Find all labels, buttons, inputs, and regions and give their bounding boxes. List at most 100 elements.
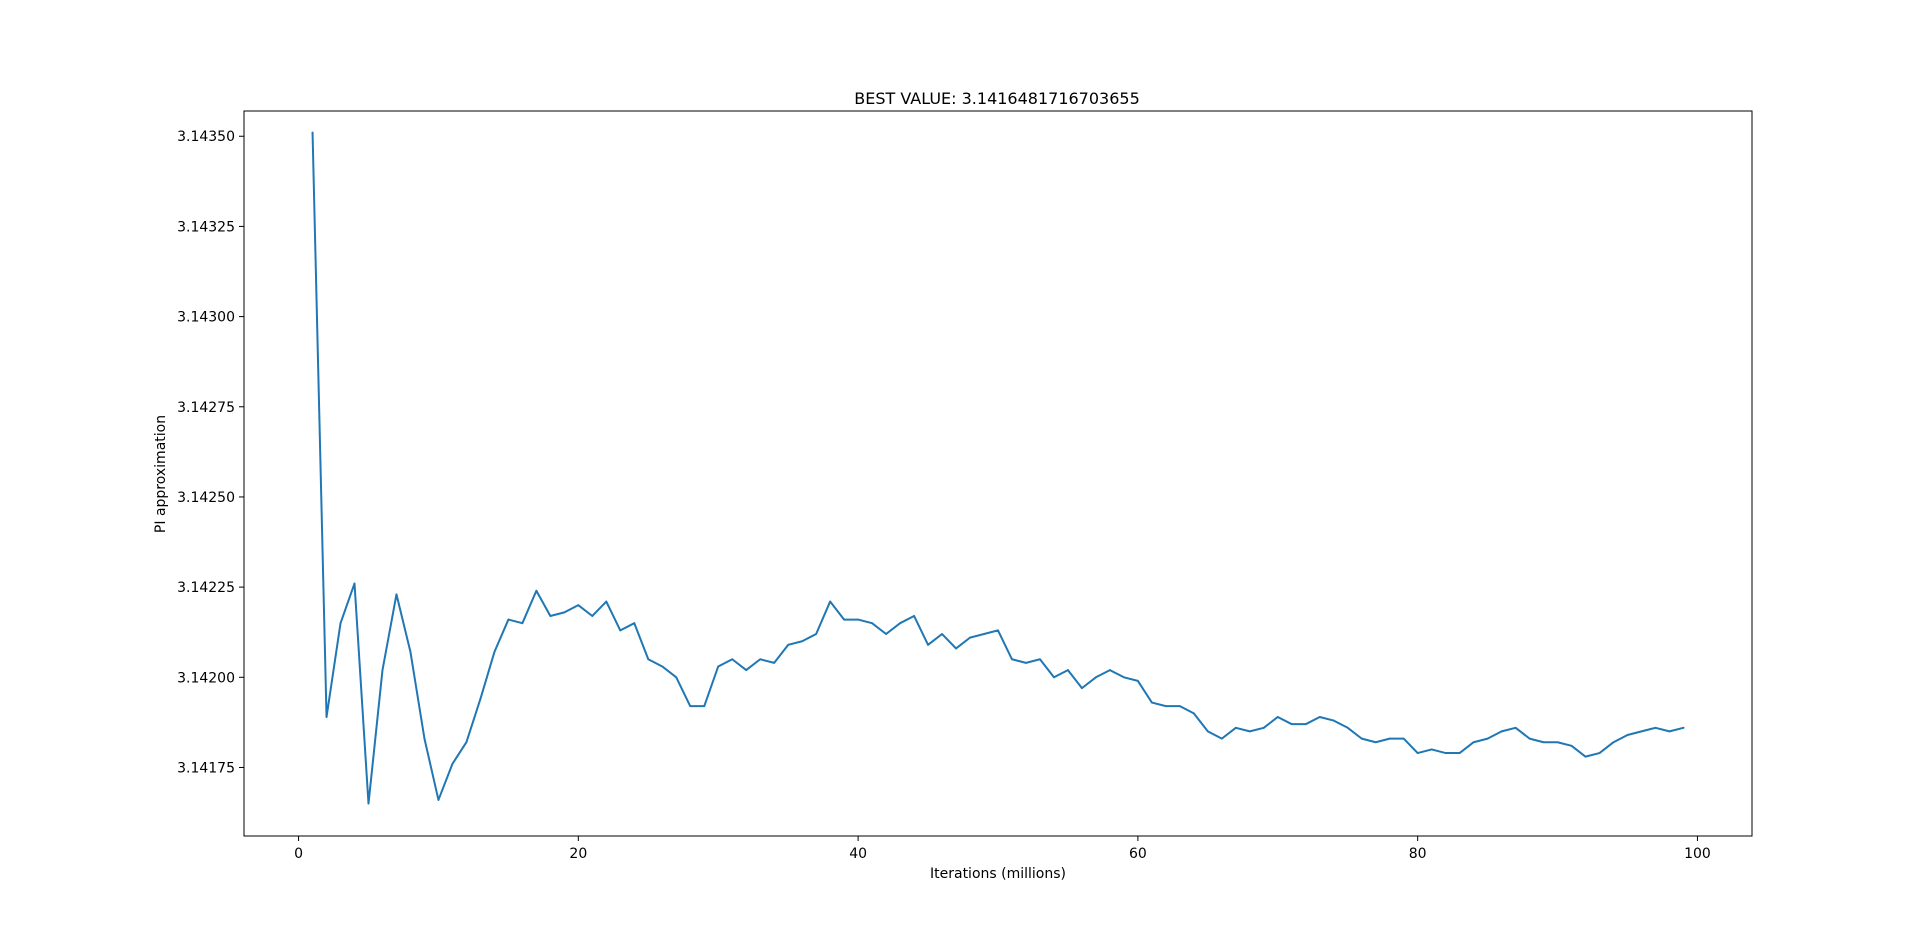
y-tick-label: 3.14225 bbox=[177, 580, 235, 596]
data-point bbox=[451, 762, 454, 765]
data-point bbox=[311, 131, 314, 134]
data-point bbox=[1626, 734, 1629, 736]
data-point bbox=[1318, 716, 1321, 718]
data-point bbox=[815, 633, 818, 635]
data-point bbox=[731, 658, 734, 661]
data-point bbox=[1654, 726, 1657, 729]
data-point bbox=[1388, 737, 1391, 740]
data-point bbox=[913, 615, 915, 617]
data-point bbox=[787, 643, 790, 646]
data-point bbox=[983, 633, 985, 635]
data-point bbox=[773, 661, 776, 664]
data-point bbox=[1640, 730, 1643, 733]
data-point bbox=[1164, 705, 1167, 708]
data-point bbox=[1081, 687, 1083, 690]
data-point bbox=[479, 698, 482, 700]
y-tick-label: 3.14300 bbox=[177, 310, 235, 326]
data-point bbox=[941, 633, 943, 635]
data-point bbox=[1528, 737, 1531, 740]
data-point bbox=[437, 799, 440, 801]
data-point bbox=[1612, 741, 1615, 744]
data-point bbox=[1598, 752, 1601, 754]
data-point bbox=[1039, 658, 1041, 661]
data-point bbox=[577, 604, 580, 607]
data-points bbox=[311, 131, 1685, 805]
data-point bbox=[1095, 676, 1097, 679]
data-point bbox=[675, 676, 678, 679]
data-point bbox=[1360, 737, 1363, 740]
y-axis-label: PI approximation bbox=[153, 415, 169, 533]
data-point bbox=[367, 802, 370, 805]
data-point bbox=[1206, 730, 1209, 733]
y-tick-label: 3.14325 bbox=[177, 219, 235, 235]
data-point bbox=[1514, 726, 1517, 729]
data-point bbox=[1500, 730, 1503, 733]
data-point bbox=[1234, 726, 1237, 729]
data-point bbox=[1374, 741, 1377, 744]
x-tick-label: 0 bbox=[294, 846, 303, 862]
data-point bbox=[1584, 755, 1587, 758]
y-tick-label: 3.14275 bbox=[177, 400, 235, 416]
data-point bbox=[605, 600, 608, 603]
data-point bbox=[353, 582, 356, 585]
data-point bbox=[647, 658, 650, 661]
data-point bbox=[955, 647, 957, 650]
data-point bbox=[1178, 705, 1181, 708]
data-point bbox=[1150, 701, 1153, 704]
data-point bbox=[535, 589, 538, 592]
data-point bbox=[1430, 748, 1433, 751]
x-tick-label: 100 bbox=[1684, 846, 1711, 862]
data-point bbox=[1556, 741, 1559, 744]
data-point bbox=[717, 665, 720, 668]
data-point bbox=[829, 600, 832, 603]
data-point bbox=[745, 669, 748, 671]
data-point bbox=[381, 669, 384, 671]
data-point bbox=[1458, 752, 1461, 754]
data-point bbox=[1486, 737, 1489, 740]
data-point bbox=[465, 741, 468, 744]
data-point bbox=[633, 622, 636, 625]
data-point bbox=[1346, 726, 1349, 729]
chart-title: BEST VALUE: 3.1416481716703655 bbox=[854, 89, 1140, 108]
y-tick-label: 3.14200 bbox=[177, 670, 235, 686]
data-point bbox=[1220, 737, 1223, 740]
y-axis-ticks: 3.14175 3.14200 3.14225 3.14250 3.14275 3.143… bbox=[177, 129, 244, 776]
x-axis-label: Iterations (millions) bbox=[930, 866, 1066, 882]
data-point bbox=[801, 640, 804, 643]
data-point bbox=[927, 643, 929, 646]
y-tick-label: 3.14350 bbox=[177, 129, 235, 145]
x-tick-label: 40 bbox=[849, 846, 867, 862]
data-point bbox=[1682, 726, 1685, 729]
data-point bbox=[1304, 723, 1307, 726]
data-point bbox=[521, 622, 524, 625]
data-point bbox=[493, 651, 496, 653]
data-point bbox=[423, 737, 426, 740]
data-point bbox=[1290, 723, 1293, 726]
x-axis-ticks: 0 20 40 60 80 100 bbox=[294, 836, 1711, 862]
data-point bbox=[1262, 726, 1265, 729]
data-point bbox=[409, 651, 412, 653]
data-point bbox=[1025, 661, 1027, 664]
data-point bbox=[1067, 669, 1069, 671]
data-point bbox=[1472, 741, 1475, 744]
x-tick-label: 80 bbox=[1409, 846, 1427, 862]
data-point bbox=[857, 618, 860, 621]
x-tick-label: 20 bbox=[569, 846, 587, 862]
data-point bbox=[703, 705, 706, 708]
data-point bbox=[1192, 712, 1195, 715]
data-point bbox=[1053, 676, 1055, 679]
data-point bbox=[395, 593, 398, 596]
y-tick-label: 3.14175 bbox=[177, 760, 235, 776]
plot-area-frame bbox=[243, 110, 1753, 837]
data-point bbox=[1136, 680, 1139, 682]
data-point bbox=[997, 629, 999, 632]
data-point bbox=[507, 618, 510, 621]
data-point bbox=[661, 665, 664, 668]
data-point bbox=[563, 611, 566, 614]
data-point bbox=[885, 633, 887, 635]
data-point bbox=[871, 622, 873, 625]
data-point bbox=[591, 615, 594, 617]
